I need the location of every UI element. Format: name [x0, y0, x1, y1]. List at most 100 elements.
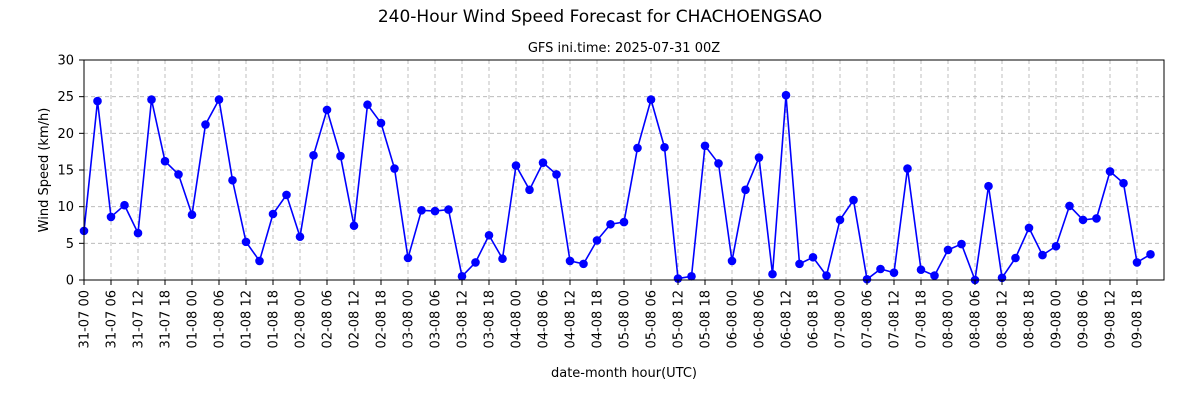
y-tick-label: 25	[57, 90, 74, 105]
data-point	[1024, 223, 1034, 233]
x-tick-label: 04-08 18	[591, 290, 606, 348]
data-point	[808, 252, 818, 262]
x-tick-label: 01-08 00	[186, 290, 201, 348]
data-point	[1132, 258, 1142, 267]
chart-subtitle: GFS ini.time: 2025-07-31 00Z	[528, 41, 720, 56]
data-point	[1011, 253, 1020, 263]
x-tick-label: 02-08 12	[348, 290, 363, 348]
data-point	[255, 256, 264, 266]
data-point	[403, 253, 413, 263]
data-point	[147, 95, 156, 104]
data-point	[187, 210, 197, 220]
x-tick-label: 01-08 06	[213, 290, 228, 348]
data-point	[741, 185, 750, 195]
data-point	[1078, 215, 1088, 225]
y-axis: 0 5 10 15 20 25 30	[57, 54, 84, 289]
data-point	[363, 100, 372, 110]
data-point	[646, 95, 656, 104]
chart-title: 240-Hour Wind Speed Forecast for CHACHOE…	[378, 7, 822, 27]
data-point	[201, 120, 210, 129]
data-point	[538, 158, 548, 167]
data-point	[174, 170, 183, 179]
data-point	[984, 181, 993, 191]
data-point	[592, 236, 602, 245]
data-point	[457, 272, 467, 281]
x-tick-label: 09-08 18	[1131, 290, 1146, 348]
x-tick-label: 08-08 06	[969, 290, 984, 348]
data-point	[228, 175, 237, 185]
data-point	[1092, 214, 1101, 223]
data-point	[849, 195, 858, 205]
x-tick-label: 05-08 18	[699, 290, 714, 348]
data-point	[606, 219, 615, 229]
data-point	[660, 142, 669, 152]
x-tick-label: 31-07 12	[132, 290, 147, 348]
data-point	[1146, 250, 1155, 259]
y-axis-label: Wind Speed (km/h)	[37, 108, 52, 233]
x-tick-label: 09-08 12	[1104, 290, 1119, 348]
y-tick-label: 20	[57, 127, 74, 142]
x-tick-label: 06-08 06	[753, 290, 768, 348]
data-point	[714, 159, 723, 168]
data-point	[106, 212, 116, 222]
y-tick-label: 15	[57, 164, 74, 179]
data-point	[822, 271, 831, 280]
data-point	[214, 95, 224, 104]
x-tick-label: 06-08 18	[807, 290, 822, 348]
x-tick-label: 03-08 12	[456, 290, 471, 348]
data-point	[1051, 241, 1061, 251]
x-tick-label: 31-07 00	[78, 290, 93, 348]
x-tick-label: 07-08 06	[861, 290, 876, 348]
x-axis-label: date-month hour(UTC)	[551, 366, 697, 381]
data-point	[889, 268, 899, 277]
data-point	[673, 274, 683, 283]
x-tick-label: 07-08 12	[888, 290, 903, 348]
x-tick-label: 02-08 00	[294, 290, 309, 348]
data-point	[160, 156, 170, 166]
x-tick-label: 05-08 12	[672, 290, 687, 348]
data-point	[390, 164, 399, 173]
data-point	[282, 190, 291, 200]
x-tick-label: 08-08 00	[942, 290, 957, 348]
data-point	[1105, 167, 1115, 176]
data-point	[93, 96, 102, 106]
x-tick-label: 02-08 18	[375, 290, 390, 348]
y-tick-label: 30	[57, 54, 74, 69]
x-tick-label: 02-08 06	[321, 290, 336, 348]
x-tick-label: 05-08 06	[645, 290, 660, 348]
x-tick-label: 06-08 00	[726, 290, 741, 348]
x-tick-label: 09-08 06	[1077, 290, 1092, 348]
data-point	[376, 118, 386, 128]
data-point	[525, 185, 534, 195]
x-tick-label: 01-08 18	[267, 290, 282, 348]
data-point	[417, 206, 426, 215]
data-point	[309, 151, 318, 160]
data-point	[349, 221, 359, 231]
data-point	[120, 200, 129, 210]
x-tick-label: 05-08 00	[618, 290, 633, 348]
data-point	[241, 237, 251, 247]
x-tick-label: 04-08 06	[537, 290, 552, 348]
data-point	[133, 228, 143, 238]
x-tick-label: 04-08 12	[564, 290, 579, 348]
data-point	[444, 205, 453, 214]
data-point	[862, 274, 872, 284]
data-point	[957, 239, 966, 249]
data-point	[295, 232, 305, 242]
data-point	[930, 271, 939, 280]
x-tick-label: 08-08 18	[1023, 290, 1038, 348]
data-point	[619, 217, 629, 227]
x-tick-label: 08-08 12	[996, 290, 1011, 348]
data-point	[511, 161, 521, 170]
data-point	[430, 206, 440, 216]
x-tick-label: 31-07 06	[105, 290, 120, 348]
y-tick-label: 10	[57, 200, 74, 215]
data-point	[754, 153, 764, 162]
data-point	[565, 256, 575, 266]
grid	[83, 59, 1164, 281]
data-point	[781, 90, 791, 100]
data-point	[633, 143, 642, 153]
x-tick-label: 03-08 00	[402, 290, 417, 348]
